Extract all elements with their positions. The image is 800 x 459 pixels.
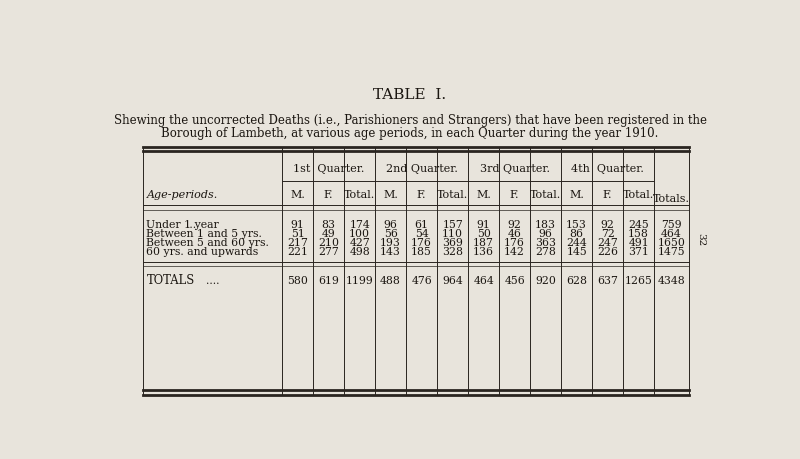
- Text: 1199: 1199: [346, 275, 374, 285]
- Text: 61: 61: [414, 219, 429, 229]
- Text: 46: 46: [508, 228, 522, 238]
- Text: 1650: 1650: [658, 238, 685, 247]
- Text: 1265: 1265: [625, 275, 653, 285]
- Text: Under 1 year: Under 1 year: [146, 219, 219, 229]
- Text: 83: 83: [322, 219, 336, 229]
- Text: 277: 277: [318, 247, 339, 257]
- Text: 49: 49: [322, 228, 335, 238]
- Text: 371: 371: [628, 247, 649, 257]
- Text: 143: 143: [380, 247, 401, 257]
- Text: Age-periods.: Age-periods.: [146, 190, 218, 200]
- Text: 221: 221: [287, 247, 308, 257]
- Text: 210: 210: [318, 238, 339, 247]
- Text: 1475: 1475: [658, 247, 685, 257]
- Text: 245: 245: [628, 219, 649, 229]
- Text: 32: 32: [696, 233, 705, 246]
- Text: 176: 176: [411, 238, 432, 247]
- Text: M.: M.: [383, 190, 398, 200]
- Text: 51: 51: [290, 228, 305, 238]
- Text: 2nd Quarter.: 2nd Quarter.: [386, 164, 458, 174]
- Text: 110: 110: [442, 228, 463, 238]
- Text: 628: 628: [566, 275, 587, 285]
- Text: 54: 54: [414, 228, 429, 238]
- Text: 1st  Quarter.: 1st Quarter.: [293, 164, 364, 174]
- Text: 363: 363: [535, 238, 556, 247]
- Text: 96: 96: [538, 228, 553, 238]
- Text: 369: 369: [442, 238, 463, 247]
- Text: 136: 136: [473, 247, 494, 257]
- Text: 96: 96: [384, 219, 398, 229]
- Text: 72: 72: [601, 228, 614, 238]
- Text: ...: ...: [186, 219, 196, 229]
- Text: 157: 157: [442, 219, 463, 229]
- Text: Total.: Total.: [437, 190, 468, 200]
- Text: Total.: Total.: [623, 190, 654, 200]
- Text: Shewing the uncorrected Deaths (i.e., Parishioners and Strangers) that have been: Shewing the uncorrected Deaths (i.e., Pa…: [114, 114, 706, 127]
- Text: 619: 619: [318, 275, 339, 285]
- Text: 86: 86: [570, 228, 584, 238]
- Text: 278: 278: [535, 247, 556, 257]
- Text: Borough of Lambeth, at various age periods, in each Quarter during the year 1910: Borough of Lambeth, at various age perio…: [162, 127, 658, 140]
- Text: 920: 920: [535, 275, 556, 285]
- Text: 244: 244: [566, 238, 587, 247]
- Text: 176: 176: [504, 238, 525, 247]
- Text: 92: 92: [508, 219, 522, 229]
- Text: TABLE  I.: TABLE I.: [374, 88, 446, 102]
- Text: 217: 217: [287, 238, 308, 247]
- Text: 91: 91: [477, 219, 490, 229]
- Text: 464: 464: [474, 275, 494, 285]
- Text: Between 5 and 60 yrs.: Between 5 and 60 yrs.: [146, 238, 270, 247]
- Text: 491: 491: [628, 238, 649, 247]
- Text: 3rd Quarter.: 3rd Quarter.: [480, 164, 550, 174]
- Text: 92: 92: [601, 219, 614, 229]
- Text: F.: F.: [510, 190, 519, 200]
- Text: 56: 56: [384, 228, 398, 238]
- Text: 488: 488: [380, 275, 401, 285]
- Text: 4348: 4348: [658, 275, 685, 285]
- Text: 193: 193: [380, 238, 401, 247]
- Text: 60 yrs. and upwards: 60 yrs. and upwards: [146, 247, 258, 257]
- Text: 498: 498: [350, 247, 370, 257]
- Text: 174: 174: [350, 219, 370, 229]
- Text: 158: 158: [628, 228, 649, 238]
- Text: Total.: Total.: [344, 190, 375, 200]
- Text: 142: 142: [504, 247, 525, 257]
- Text: 637: 637: [597, 275, 618, 285]
- Text: F.: F.: [603, 190, 612, 200]
- Text: ....: ....: [206, 275, 220, 285]
- Text: M.: M.: [476, 190, 491, 200]
- Text: 4th  Quarter.: 4th Quarter.: [571, 164, 644, 174]
- Text: 427: 427: [350, 238, 370, 247]
- Text: 50: 50: [477, 228, 490, 238]
- Text: 187: 187: [473, 238, 494, 247]
- Text: 153: 153: [566, 219, 587, 229]
- Text: 91: 91: [290, 219, 305, 229]
- Text: TOTALS: TOTALS: [146, 274, 194, 287]
- Text: F.: F.: [324, 190, 334, 200]
- Text: 183: 183: [535, 219, 556, 229]
- Text: 100: 100: [349, 228, 370, 238]
- Text: Between 1 and 5 yrs.: Between 1 and 5 yrs.: [146, 228, 262, 238]
- Text: 580: 580: [287, 275, 308, 285]
- Text: 456: 456: [504, 275, 525, 285]
- Text: 476: 476: [411, 275, 432, 285]
- Text: 185: 185: [411, 247, 432, 257]
- Text: 328: 328: [442, 247, 463, 257]
- Text: F.: F.: [417, 190, 426, 200]
- Text: Totals.: Totals.: [653, 194, 690, 204]
- Text: 247: 247: [598, 238, 618, 247]
- Text: 145: 145: [566, 247, 587, 257]
- Text: 964: 964: [442, 275, 463, 285]
- Text: Total.: Total.: [530, 190, 562, 200]
- Text: 759: 759: [661, 219, 682, 229]
- Text: 226: 226: [597, 247, 618, 257]
- Text: M.: M.: [569, 190, 584, 200]
- Text: 464: 464: [661, 228, 682, 238]
- Text: M.: M.: [290, 190, 305, 200]
